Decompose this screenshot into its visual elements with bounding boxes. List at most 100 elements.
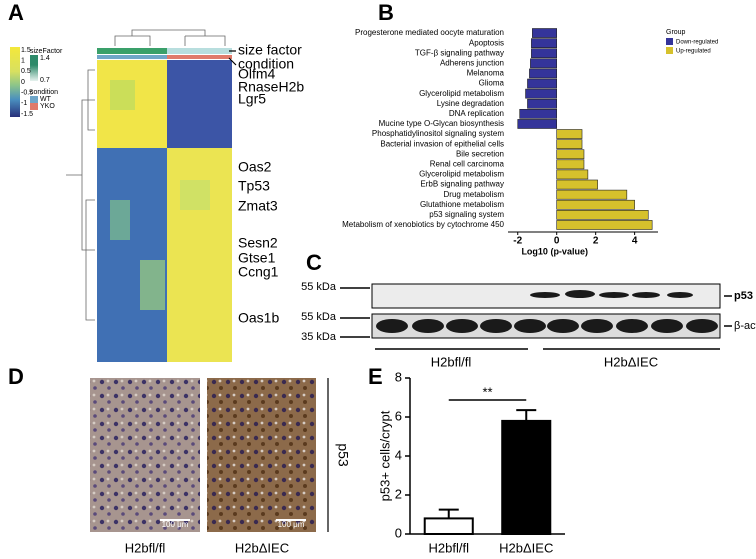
category-label: Melanoma xyxy=(467,69,505,78)
legend-label: Up-regulated xyxy=(676,49,711,55)
category-label: Renal cell carcinoma xyxy=(430,159,505,168)
category-label: Glycerolipid metabolism xyxy=(419,89,504,98)
legend-label: YKO xyxy=(40,103,55,110)
scale-label: 1 xyxy=(21,58,25,65)
color-scale xyxy=(10,47,20,117)
y-tick-label: 4 xyxy=(395,447,402,462)
bar xyxy=(527,98,558,109)
category-label: Glioma xyxy=(479,79,505,88)
scale-label: -0.5 xyxy=(21,90,33,97)
gene-label: Oas2 xyxy=(238,159,272,175)
gene-label: Sesn2 xyxy=(238,235,278,251)
panel-label: D xyxy=(8,364,24,389)
bar xyxy=(517,119,558,129)
gene-label: Oas1b xyxy=(238,310,279,326)
category-label: Progesterone mediated oocyte maturation xyxy=(355,28,504,37)
protein-label: β-actin xyxy=(734,320,756,332)
micrograph xyxy=(90,378,200,532)
legend-title: Group xyxy=(666,29,686,36)
category-label: Bile secretion xyxy=(456,149,504,158)
bar xyxy=(532,28,558,38)
bar xyxy=(556,179,598,190)
bar xyxy=(556,159,585,170)
heatmap-block xyxy=(140,260,165,310)
error-bar xyxy=(516,409,537,421)
category-label: TGF-β signaling pathway xyxy=(415,48,504,57)
row-dendrogram xyxy=(66,69,95,321)
bar xyxy=(531,48,558,59)
bar xyxy=(556,189,628,200)
legend-swatch xyxy=(30,103,38,110)
scale-label: 0 xyxy=(21,79,25,86)
scale-label: 1.5 xyxy=(21,47,31,54)
group-label: H2bΔIEC xyxy=(604,354,658,369)
category-label: Phosphatidylinositol signaling system xyxy=(372,129,504,138)
annotation-bar xyxy=(167,55,232,59)
legend-label: 1.4 xyxy=(40,55,50,62)
bar-chart: 0 2 4 6 8 p53+ cells/crypt H2bfl/fl H2bΔIEC ** xyxy=(377,369,565,555)
bar xyxy=(525,88,558,99)
gene-label: condition xyxy=(238,56,294,72)
legend-swatch xyxy=(30,55,38,65)
category-label: Glutathione metabolism xyxy=(420,200,504,209)
bar xyxy=(556,129,583,139)
bar xyxy=(556,149,585,160)
x-tick-label: -2 xyxy=(513,236,522,247)
category-label: Mucine type O-Glycan biosynthesis xyxy=(379,119,504,128)
category-label: Bacterial invasion of epithelial cells xyxy=(380,139,504,148)
annotation-bar xyxy=(97,55,167,59)
gene-label: Olfm4 xyxy=(238,66,276,82)
ihc-images: 100 μm 100 μm p53 H2bfl/fl H2bΔIEC xyxy=(90,378,351,555)
heatmap-legend: sizeFactor 1.4 0.7 condition WT YKO 1.5 1… xyxy=(10,47,63,118)
annotation-bar xyxy=(167,48,232,54)
heatmap-block xyxy=(180,180,210,210)
x-tick-label: 0 xyxy=(554,236,560,247)
bar xyxy=(423,517,474,536)
scale-label: -1 xyxy=(21,100,27,107)
scale-label: 100 μm xyxy=(278,520,305,529)
x-axis-label: Log10 (p-value) xyxy=(521,246,588,256)
legend-label: WT xyxy=(40,96,52,103)
panel-label: E xyxy=(368,364,383,389)
x-tick-label: H2bfl/fl xyxy=(429,540,470,555)
gene-label: size factor xyxy=(238,42,302,58)
protein-label: p53 xyxy=(734,290,753,302)
panel-label: B xyxy=(378,0,394,25)
annotation-bar xyxy=(97,48,167,54)
category-label: p53 signaling system xyxy=(429,210,504,219)
micrograph xyxy=(207,378,316,532)
marker-label: 35 kDa xyxy=(301,331,337,343)
gene-label: Ccng1 xyxy=(238,264,279,280)
bar xyxy=(529,68,558,79)
y-tick-label: 8 xyxy=(395,369,402,384)
legend-swatch xyxy=(666,38,673,45)
category-label: Apoptosis xyxy=(469,38,504,47)
category-label: Adherens junction xyxy=(440,58,504,67)
bar xyxy=(556,220,653,230)
bar xyxy=(531,38,558,48)
gene-label: RnaseH2b xyxy=(238,79,304,95)
legend-swatch xyxy=(30,65,38,81)
image-label: H2bfl/fl xyxy=(125,540,166,555)
blot-bands xyxy=(376,290,718,333)
category-label: Glycerolipid metabolism xyxy=(419,170,504,179)
legend-label: 0.7 xyxy=(40,77,50,84)
category-label: Metabolism of xenobiotics by cytochrome … xyxy=(342,220,504,229)
column-dendrogram xyxy=(114,29,226,46)
label-pointer xyxy=(228,50,237,66)
legend-swatch xyxy=(30,96,38,103)
blot-lines xyxy=(340,287,732,350)
scale-label: 100 μm xyxy=(162,520,189,529)
western-blot: 55 kDa 55 kDa 35 kDa p53 β-actin H2bfl/f… xyxy=(301,281,756,370)
heatmap-block xyxy=(97,148,167,362)
category-label: DNA replication xyxy=(449,109,504,118)
significance-label: ** xyxy=(482,384,492,399)
y-tick-label: 0 xyxy=(395,525,402,540)
bar xyxy=(556,169,589,180)
y-axis-label: p53+ cells/crypt xyxy=(377,410,392,501)
category-label: ErbB signaling pathway xyxy=(420,180,504,189)
heatmap-block xyxy=(110,80,135,110)
